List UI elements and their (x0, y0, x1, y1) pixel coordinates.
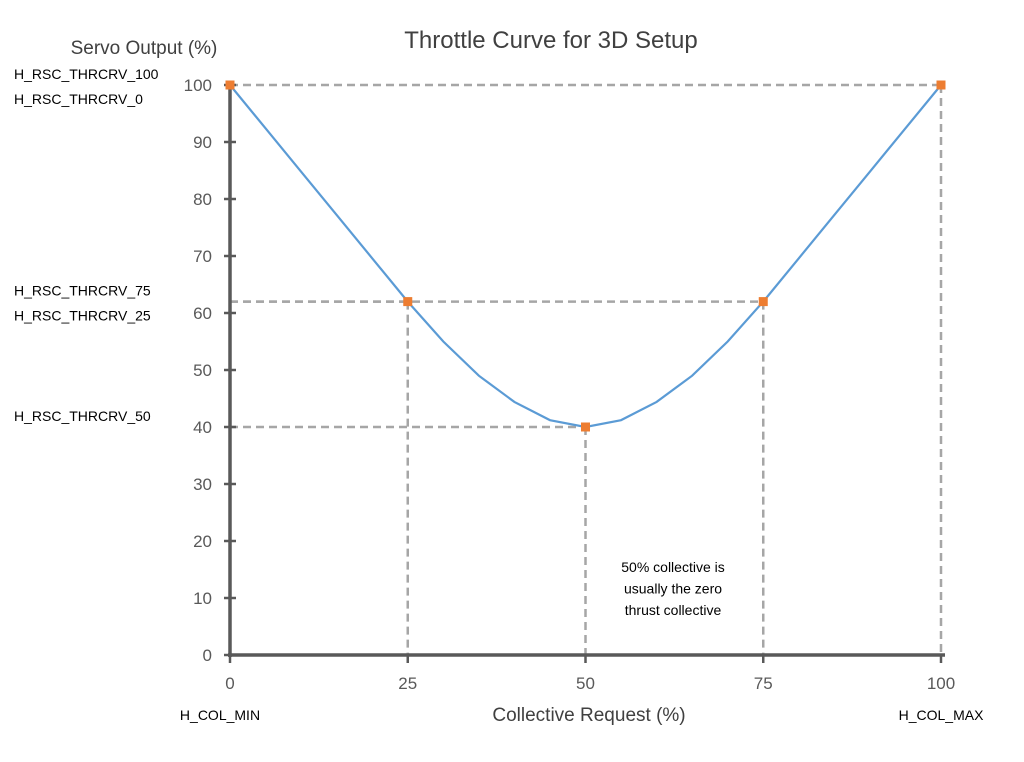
annotation-text: thrust collective (625, 602, 722, 618)
series-line (229, 84, 942, 429)
parameter-label: H_COL_MIN (180, 707, 260, 723)
parameter-label: H_RSC_THRCRV_100 (14, 66, 159, 82)
x-tick-label: 75 (754, 674, 773, 693)
y-tick-label: 70 (193, 247, 212, 266)
parameter-label: H_RSC_THRCRV_75 (14, 283, 151, 299)
y-tick-label: 60 (193, 304, 212, 323)
data-point-marker (403, 297, 413, 307)
y-tick-label: 30 (193, 475, 212, 494)
data-point-marker (581, 422, 590, 432)
y-axis-title: Servo Output (%) (71, 38, 218, 59)
y-tick-label: 50 (193, 361, 212, 380)
x-tick-label: 0 (225, 674, 234, 693)
y-tick-label: 40 (193, 418, 212, 437)
data-point-marker (225, 80, 235, 90)
x-tick-label: 100 (927, 674, 955, 693)
x-tick-label: 50 (576, 674, 595, 693)
y-tick-label: 20 (193, 532, 212, 551)
y-tick-label: 0 (203, 646, 212, 665)
data-point-marker (936, 80, 946, 90)
chart-title: Throttle Curve for 3D Setup (404, 27, 697, 54)
y-tick-label: 100 (184, 76, 212, 95)
parameter-label: H_RSC_THRCRV_0 (14, 91, 143, 107)
parameter-label: H_COL_MAX (899, 707, 984, 723)
y-tick-label: 90 (193, 133, 212, 152)
x-tick-label: 25 (398, 674, 417, 693)
y-tick-label: 10 (193, 589, 212, 608)
annotation-text: usually the zero (624, 581, 722, 597)
parameter-label: H_RSC_THRCRV_50 (14, 408, 151, 424)
annotation-text: 50% collective is (621, 559, 725, 575)
y-tick-label: 80 (193, 190, 212, 209)
parameter-label: H_RSC_THRCRV_25 (14, 308, 151, 324)
data-point-marker (758, 297, 768, 307)
x-axis-title: Collective Request (%) (492, 705, 685, 726)
